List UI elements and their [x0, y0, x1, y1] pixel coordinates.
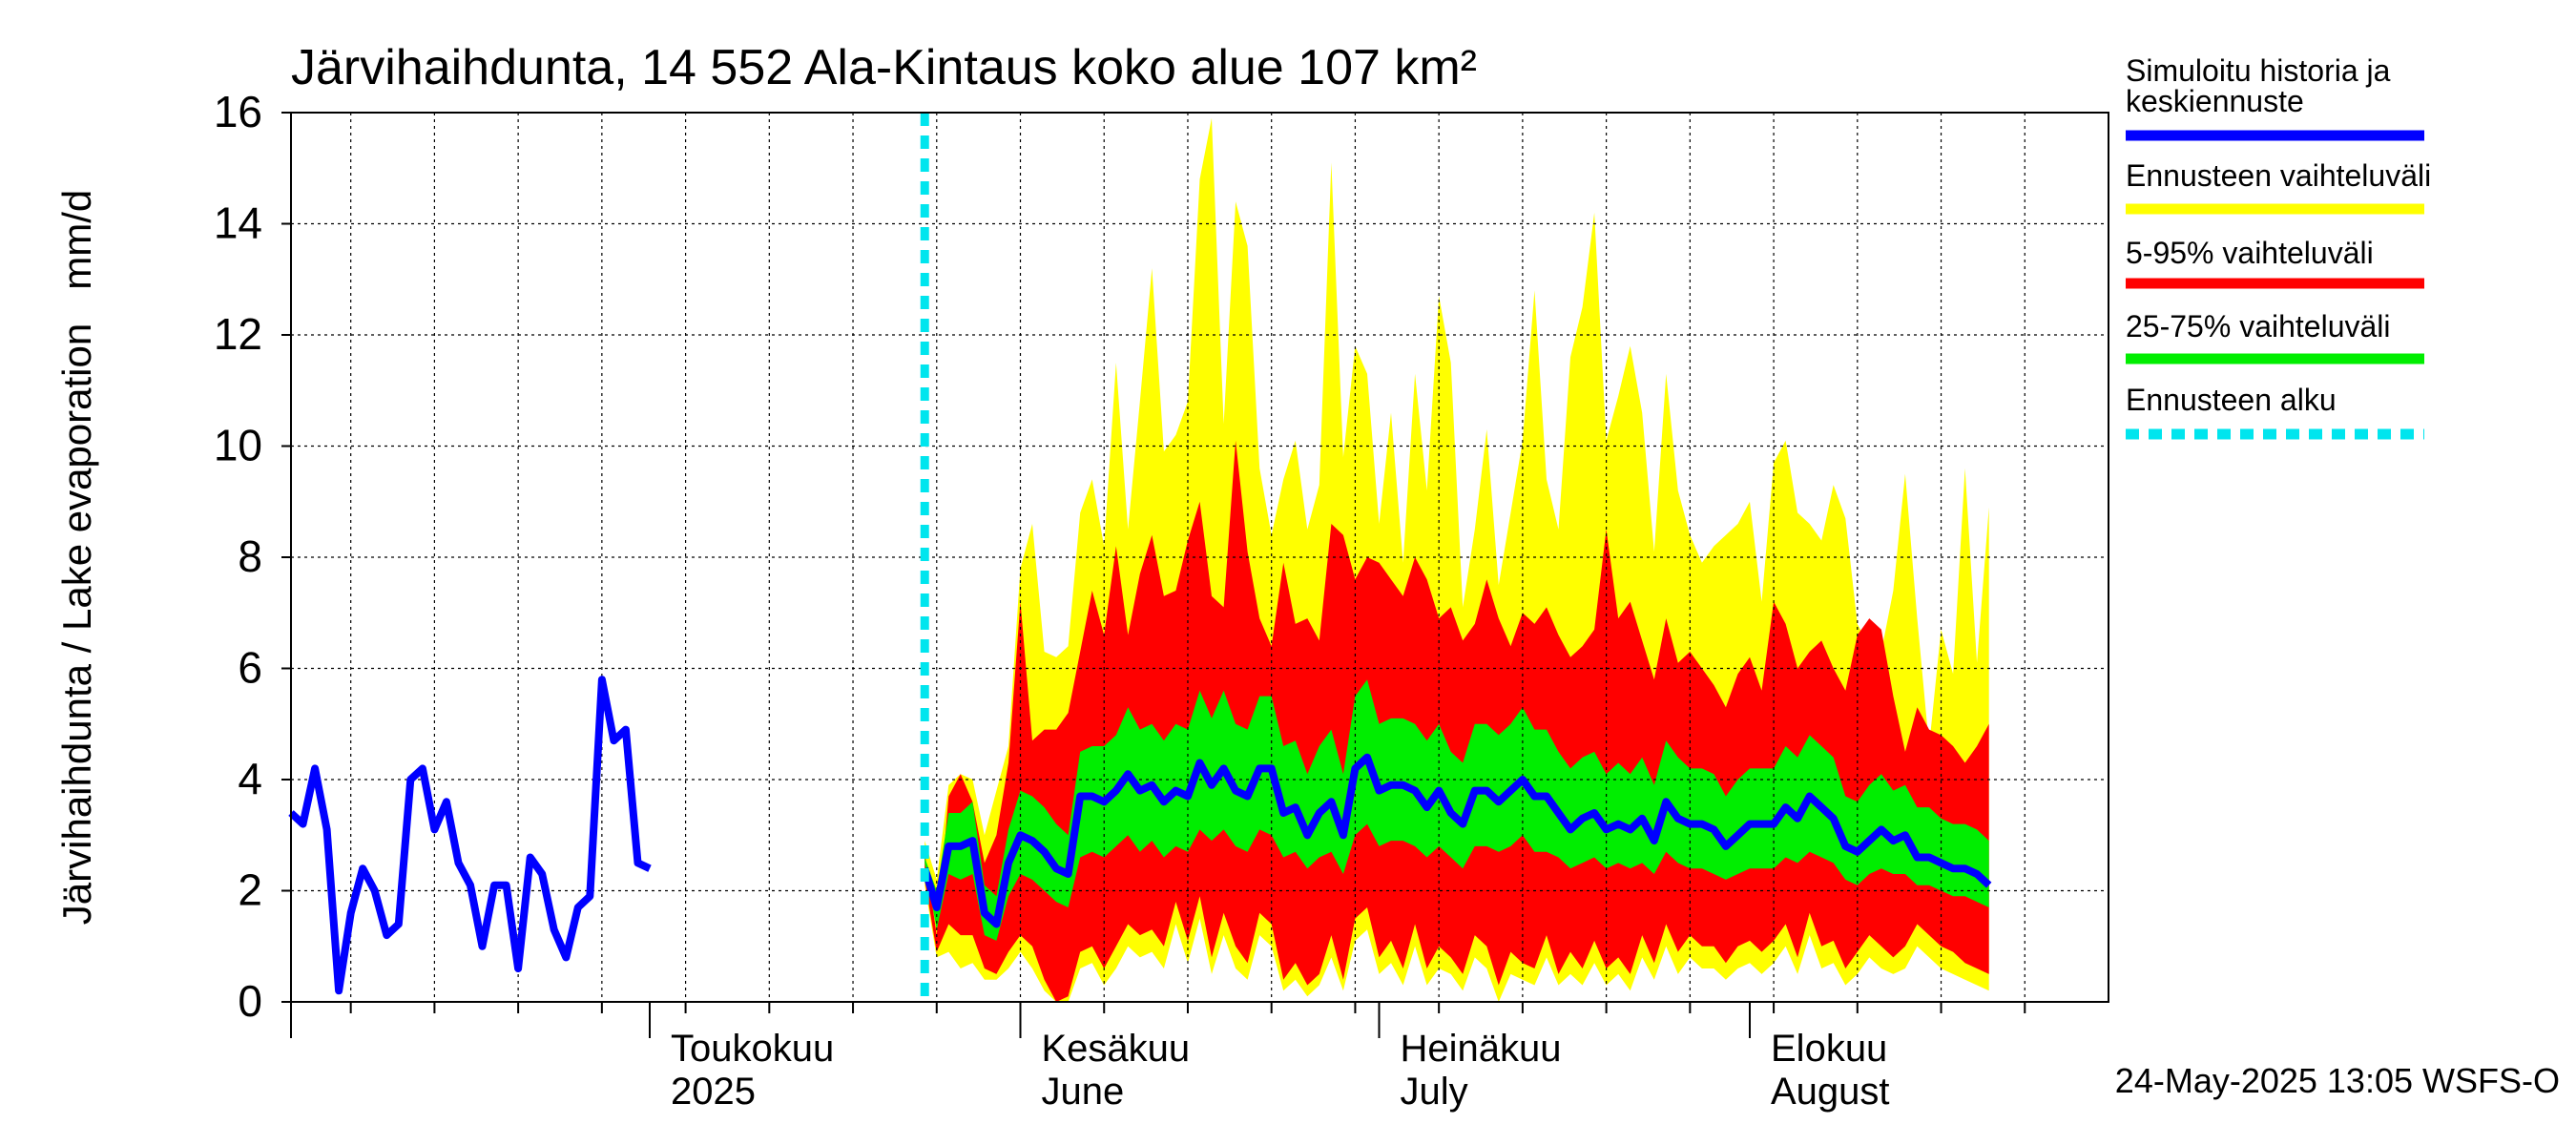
y-tick-label: 4 — [238, 754, 262, 803]
y-tick-label: 10 — [214, 421, 262, 470]
x-month-label: Toukokuu — [671, 1028, 834, 1070]
y-tick-label: 12 — [214, 309, 262, 359]
y-tick-label: 14 — [214, 198, 262, 248]
timestamp-label: 24-May-2025 13:05 WSFS-O — [2115, 1061, 2560, 1100]
band-25-75 — [924, 679, 1989, 941]
legend-label: Ennusteen alku — [2126, 383, 2337, 417]
y-tick-label: 2 — [238, 865, 262, 915]
x-month-label: Heinäkuu — [1400, 1028, 1561, 1070]
history-line — [288, 676, 652, 995]
x-month-label: Kesäkuu — [1042, 1028, 1191, 1070]
data-lines — [288, 113, 1992, 1002]
y-tick-label: 8 — [238, 531, 262, 581]
x-month-label: Elokuu — [1771, 1028, 1887, 1070]
y-axis-label: Järvihaihdunta / Lake evaporation mm/d — [54, 190, 99, 925]
forecast-bands — [924, 117, 1989, 1003]
median-forecast-line — [921, 753, 1992, 928]
y-tick-label: 0 — [238, 976, 262, 1026]
x-month-label-en: June — [1042, 1071, 1125, 1113]
chart-title: Järvihaihdunta, 14 552 Ala-Kintaus koko … — [291, 40, 1477, 95]
y-tick-label: 6 — [238, 643, 262, 693]
x-month-label-en: 2025 — [671, 1071, 756, 1113]
legend-label: 25-75% vaihteluväli — [2126, 309, 2391, 344]
x-month-label-en: August — [1771, 1071, 1890, 1113]
x-month-label-en: July — [1400, 1071, 1467, 1113]
legend-label: keskiennuste — [2126, 84, 2304, 118]
legend-label: Simuloitu historia ja — [2126, 53, 2391, 88]
y-axis: 0 2 4 6 8 10 12 14 16 — [214, 87, 291, 1026]
y-tick-label: 16 — [214, 87, 262, 136]
legend-label: 5-95% vaihteluväli — [2126, 236, 2374, 270]
legend-label: Ennusteen vaihteluväli — [2126, 158, 2431, 193]
